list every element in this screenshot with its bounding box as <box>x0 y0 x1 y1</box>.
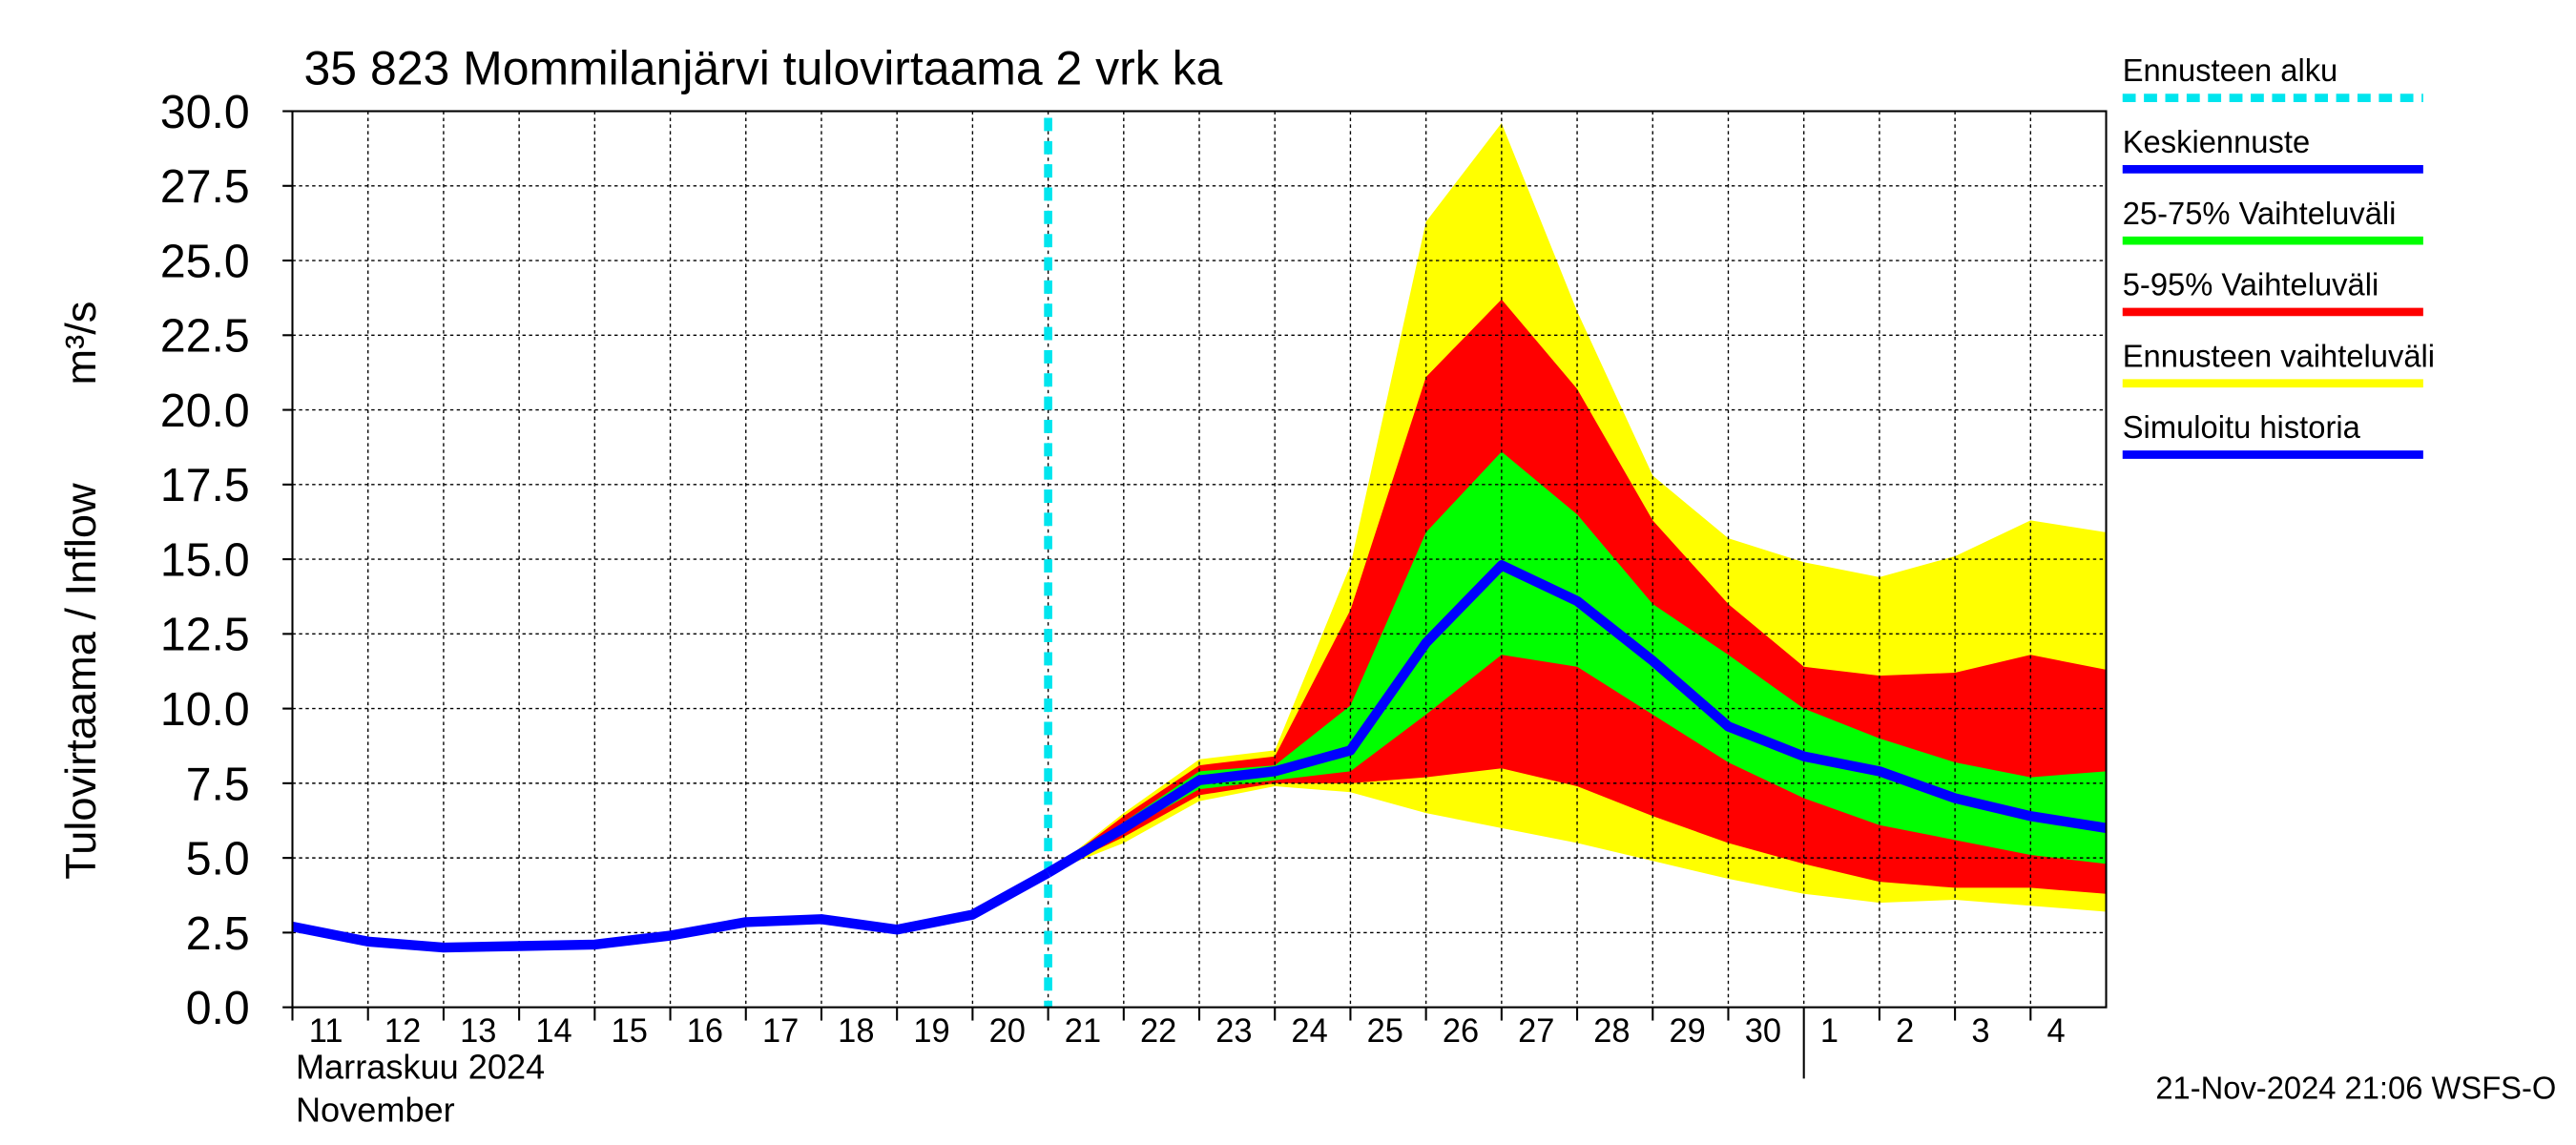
legend-label: Keskiennuste <box>2123 124 2310 159</box>
y-tick-label: 20.0 <box>160 385 250 437</box>
legend-label: 25-75% Vaihteluväli <box>2123 196 2397 231</box>
y-tick-label: 7.5 <box>186 759 250 810</box>
x-tick-label: 19 <box>913 1013 949 1050</box>
x-tick-label: 30 <box>1745 1013 1781 1050</box>
series-line <box>291 868 1051 953</box>
y-axis-unit: m³/s <box>56 302 105 385</box>
plot-frame <box>291 110 2108 1009</box>
x-tick-label: 3 <box>1971 1013 1989 1050</box>
y-tick-label: 17.5 <box>160 460 250 511</box>
month-label: Marraskuu 2024 <box>296 1047 545 1086</box>
x-tick-label: 18 <box>838 1013 874 1050</box>
x-tick-label: 22 <box>1140 1013 1176 1050</box>
y-tick-label: 0.0 <box>186 983 250 1034</box>
legend-label: Simuloitu historia <box>2123 409 2361 445</box>
x-tick-label: 21 <box>1065 1013 1101 1050</box>
y-tick-label: 2.5 <box>186 908 250 960</box>
x-tick-label: 14 <box>535 1013 571 1050</box>
legend-label: Ennusteen vaihteluväli <box>2123 338 2435 373</box>
footer: 21-Nov-2024 21:06 WSFS-O <box>2155 1070 2556 1105</box>
y-tick-label: 15.0 <box>160 534 250 586</box>
x-tick-label: 27 <box>1518 1013 1554 1050</box>
y-tick-label: 10.0 <box>160 684 250 736</box>
month-label-en: November <box>296 1090 455 1129</box>
x-tick-label: 28 <box>1593 1013 1630 1050</box>
y-tick-label: 12.5 <box>160 610 250 661</box>
legend-label: 5-95% Vaihteluväli <box>2123 266 2379 302</box>
x-tick-label: 29 <box>1669 1013 1705 1050</box>
y-tick-label: 27.5 <box>160 161 250 213</box>
x-tick-label: 17 <box>762 1013 799 1050</box>
x-tick-label: 26 <box>1443 1013 1479 1050</box>
y-axis-label: Tulovirtaama / Inflow <box>56 483 105 880</box>
x-tick-label: 4 <box>2047 1013 2066 1050</box>
x-tick-label: 20 <box>989 1013 1026 1050</box>
x-tick-label: 2 <box>1896 1013 1914 1050</box>
x-tick-label: 13 <box>460 1013 496 1050</box>
legend-label: Ennusteen alku <box>2123 52 2338 88</box>
x-tick-label: 12 <box>384 1013 421 1050</box>
x-tick-label: 11 <box>309 1013 343 1050</box>
y-tick-label: 22.5 <box>160 310 250 362</box>
x-tick-label: 25 <box>1367 1013 1403 1050</box>
x-tick-label: 24 <box>1291 1013 1327 1050</box>
x-tick-label: 15 <box>612 1013 648 1050</box>
x-tick-label: 1 <box>1820 1013 1839 1050</box>
y-tick-label: 25.0 <box>160 236 250 287</box>
y-tick-label: 5.0 <box>186 833 250 885</box>
series-line <box>1045 560 2108 878</box>
chart-title: 35 823 Mommilanjärvi tulovirtaama 2 vrk … <box>304 41 1223 94</box>
x-tick-label: 16 <box>687 1013 723 1050</box>
plot-area <box>291 110 2108 1009</box>
y-tick-label: 30.0 <box>160 87 250 138</box>
x-tick-label: 23 <box>1215 1013 1252 1050</box>
